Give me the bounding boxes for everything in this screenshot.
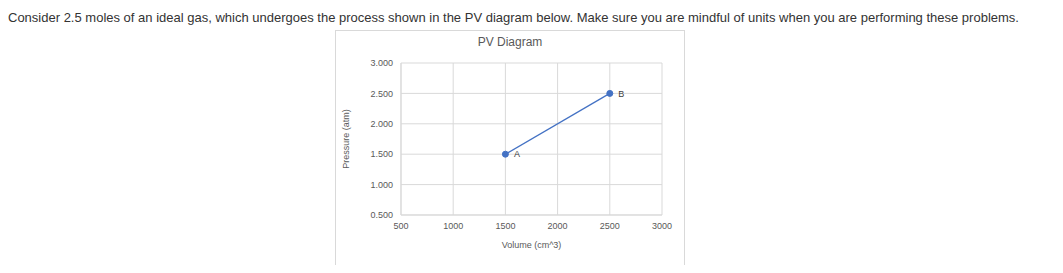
svg-text:1.000: 1.000 xyxy=(370,180,393,190)
svg-text:Volume (cm^3): Volume (cm^3) xyxy=(502,240,562,250)
svg-text:2.000: 2.000 xyxy=(370,119,393,129)
svg-text:2500: 2500 xyxy=(600,221,620,231)
svg-text:1.500: 1.500 xyxy=(370,149,393,159)
svg-text:1000: 1000 xyxy=(443,221,463,231)
html-text:PV Diagram: PV Diagram xyxy=(477,35,543,49)
svg-text:0.500: 0.500 xyxy=(370,210,393,220)
svg-text:500: 500 xyxy=(393,221,408,231)
svg-text:Pressure (atm): Pressure (atm) xyxy=(341,109,351,169)
svg-text:2.500: 2.500 xyxy=(370,89,393,99)
html-text:Consider 2.5 moles of an ideal: Consider 2.5 moles of an ideal gas, whic… xyxy=(8,10,1019,25)
svg-text:A: A xyxy=(514,149,520,159)
svg-text:1500: 1500 xyxy=(495,221,515,231)
svg-text:3.000: 3.000 xyxy=(370,58,393,68)
svg-text:3000: 3000 xyxy=(652,221,672,231)
svg-text:B: B xyxy=(618,89,624,99)
svg-text:2000: 2000 xyxy=(548,221,568,231)
